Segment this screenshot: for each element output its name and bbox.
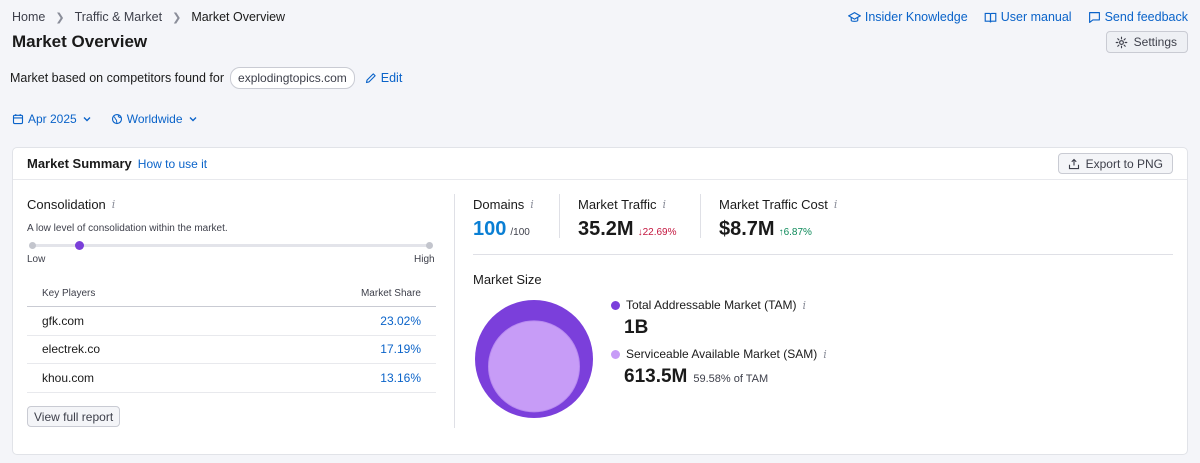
domains-value[interactable]: 100	[473, 218, 507, 240]
player-share[interactable]: 23.02%	[380, 313, 421, 328]
chevron-right-icon: ❯	[172, 11, 182, 24]
insider-knowledge-label: Insider Knowledge	[864, 10, 968, 24]
scale-high-dot	[426, 242, 433, 249]
user-manual-link[interactable]: User manual	[984, 10, 1072, 24]
view-full-report-button[interactable]: View full report	[27, 406, 121, 427]
domains-total: /100	[510, 227, 530, 238]
sam-value: 613.5M	[624, 366, 688, 387]
user-manual-label: User manual	[1000, 10, 1072, 24]
panel-divider	[454, 194, 455, 428]
col-market-share: Market Share	[360, 287, 421, 299]
traffic-change: ↓22.69%	[637, 227, 677, 238]
settings-label: Settings	[1133, 35, 1177, 49]
globe-icon	[111, 113, 122, 125]
table-row: electrek.co 17.19%	[27, 336, 436, 364]
info-icon[interactable]: i	[802, 298, 807, 312]
sam-circle[interactable]	[488, 320, 580, 413]
pencil-icon	[365, 73, 376, 84]
scale-low-label: Low	[27, 254, 46, 265]
player-share[interactable]: 13.16%	[380, 370, 421, 385]
date-filter[interactable]: Apr 2025	[12, 112, 93, 126]
key-players-table: Key Players Market Share gfk.com 23.02% …	[27, 280, 436, 393]
table-row: khou.com 13.16%	[27, 364, 436, 393]
region-filter[interactable]: Worldwide	[111, 112, 199, 126]
player-domain[interactable]: khou.com	[42, 370, 95, 385]
card-title: Market Summary	[27, 156, 132, 171]
market-traffic-metric: Market Traffic i 35.2M ↓22.69%	[578, 197, 677, 241]
market-summary-card: Market Summary How to use it Export to P…	[12, 147, 1188, 455]
chevron-right-icon: ❯	[55, 11, 65, 24]
info-icon[interactable]: i	[662, 198, 667, 211]
region-filter-label: Worldwide	[126, 112, 183, 126]
breadcrumb-traffic-market[interactable]: Traffic & Market	[74, 10, 163, 24]
tam-value: 1B	[624, 317, 649, 338]
domains-label: Domains	[473, 197, 525, 212]
info-icon[interactable]: i	[823, 347, 827, 361]
settings-button[interactable]: Settings	[1105, 31, 1188, 53]
send-feedback-link[interactable]: Send feedback	[1088, 10, 1188, 24]
player-domain[interactable]: electrek.co	[42, 342, 101, 357]
metric-divider	[559, 194, 560, 238]
market-line-text: Market based on competitors found for	[10, 71, 225, 85]
gear-icon	[1115, 36, 1127, 48]
date-filter-label: Apr 2025	[28, 112, 77, 126]
sam-label: Serviceable Available Market (SAM)	[626, 347, 818, 361]
page-title: Market Overview	[12, 32, 148, 51]
calendar-icon	[12, 114, 24, 125]
send-feedback-label: Send feedback	[1104, 10, 1188, 24]
player-domain[interactable]: gfk.com	[42, 313, 85, 328]
col-key-players: Key Players	[42, 287, 96, 299]
table-row: gfk.com 23.02%	[27, 307, 436, 336]
edit-link[interactable]: Edit	[365, 71, 403, 85]
tam-label: Total Addressable Market (TAM)	[626, 298, 797, 312]
consolidation-level-marker	[74, 241, 84, 250]
cost-change: ↑6.87%	[778, 227, 812, 238]
cost-value: $8.7M	[719, 218, 775, 240]
consolidation-scale	[29, 241, 433, 250]
cost-label: Market Traffic Cost	[719, 197, 828, 212]
info-icon[interactable]: i	[530, 198, 534, 211]
chevron-down-icon	[189, 117, 196, 122]
consolidation-description: A low level of consolidation within the …	[27, 223, 228, 234]
tam-dot	[611, 300, 620, 310]
edit-label: Edit	[380, 71, 403, 85]
traffic-value: 35.2M	[578, 218, 634, 240]
domain-chip: explodingtopics.com	[230, 67, 355, 89]
filters-bar: Apr 2025 Worldwide	[12, 112, 199, 126]
consolidation-title: Consolidation i	[27, 197, 115, 212]
message-icon	[1088, 11, 1100, 23]
insider-knowledge-link[interactable]: Insider Knowledge	[847, 10, 968, 24]
player-share[interactable]: 17.19%	[380, 342, 421, 357]
scale-low-dot	[29, 242, 36, 249]
market-competitors-line: Market based on competitors found for ex…	[10, 67, 402, 89]
market-size-title: Market Size	[473, 272, 542, 287]
info-icon[interactable]: i	[833, 198, 838, 211]
breadcrumb-current: Market Overview	[191, 10, 286, 24]
info-icon[interactable]: i	[111, 198, 116, 211]
card-header: Market Summary How to use it	[13, 148, 1187, 180]
traffic-label: Market Traffic	[578, 197, 657, 212]
table-header: Key Players Market Share	[27, 280, 436, 307]
traffic-cost-metric: Market Traffic Cost i $8.7M ↑6.87%	[719, 197, 837, 241]
export-label: Export to PNG	[1085, 156, 1163, 171]
sam-percent: 59.58% of TAM	[693, 373, 769, 385]
book-icon	[984, 12, 997, 22]
sam-legend: Serviceable Available Market (SAM) i 613.…	[611, 347, 827, 388]
breadcrumb-home[interactable]: Home	[12, 10, 46, 24]
domains-metric: Domains i 100/100	[473, 197, 534, 241]
tam-legend: Total Addressable Market (TAM) i 1B	[611, 298, 806, 339]
top-links: Insider Knowledge User manual Send feedb…	[847, 10, 1188, 24]
graduation-cap-icon	[847, 11, 861, 22]
consolidation-label: Consolidation	[27, 197, 106, 212]
breadcrumb: Home ❯ Traffic & Market ❯ Market Overvie…	[12, 10, 285, 24]
metrics-divider	[473, 254, 1173, 255]
market-size-chart	[473, 298, 595, 420]
export-icon	[1068, 158, 1079, 169]
chevron-down-icon	[83, 117, 91, 122]
export-png-button[interactable]: Export to PNG	[1057, 153, 1173, 174]
scale-high-label: High	[414, 254, 435, 265]
how-to-use-link[interactable]: How to use it	[137, 156, 208, 171]
sam-dot	[611, 349, 620, 359]
metric-divider	[700, 194, 701, 238]
